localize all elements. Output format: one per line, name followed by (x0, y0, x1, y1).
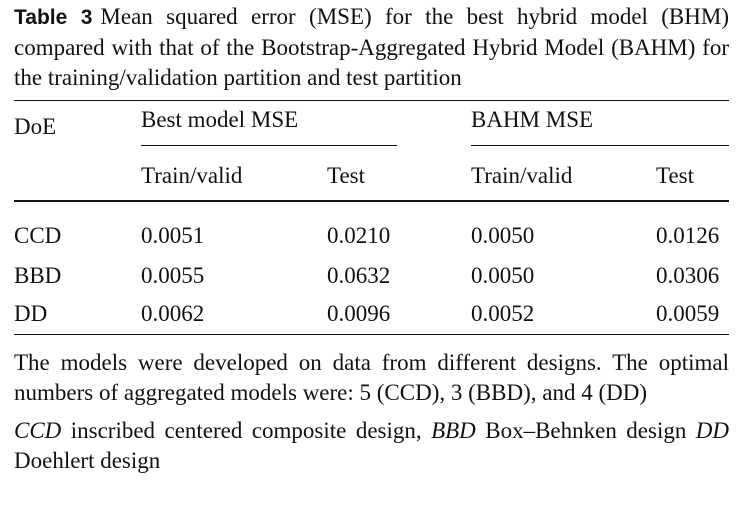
abbr-definition: Box–Behnken design (485, 418, 687, 443)
row-value: 0.0306 (656, 262, 720, 288)
notes-paragraph: The models were developed on data from d… (14, 350, 729, 405)
row-doe: DD (14, 294, 141, 335)
row-value: 0.0051 (141, 223, 205, 248)
row-value: 0.0062 (141, 294, 327, 335)
row-doe: BBD (14, 262, 62, 288)
row-value: 0.0055 (141, 262, 205, 288)
row-value: 0.0050 (471, 262, 535, 288)
table-page: Table 3 Mean squared error (MSE) for the … (14, 0, 729, 473)
header-group-best-model: Best model MSE (141, 100, 471, 153)
header-row-sub: Train/valid Test Train/valid Test (14, 152, 729, 202)
abbr-term: BBD (431, 418, 476, 443)
row-value: 0.0052 (471, 294, 656, 335)
header-blank (14, 152, 141, 202)
table-caption: Table 3 Mean squared error (MSE) for the … (14, 2, 729, 93)
table-row: DD 0.0062 0.0096 0.0052 0.0059 (14, 294, 729, 335)
group-best-model-label: Best model MSE (141, 107, 397, 147)
group-bahm-label: BAHM MSE (471, 107, 729, 147)
table-notes: The models were developed on data from d… (14, 348, 729, 484)
header-group-bahm: BAHM MSE (471, 100, 729, 153)
header-row-groups: DoE Best model MSE BAHM MSE (14, 100, 729, 153)
table-row: BBD 0.0055 0.0632 0.0050 0.0306 (14, 257, 729, 295)
header-test-2: Test (656, 152, 729, 202)
abbr-definition: Doehlert design (14, 448, 161, 473)
row-value: 0.0050 (471, 223, 535, 248)
row-value: 0.0210 (327, 223, 391, 248)
mse-table: DoE Best model MSE BAHM MSE Train/valid … (14, 100, 729, 335)
row-value: 0.0059 (656, 294, 729, 335)
header-train-valid-1: Train/valid (141, 152, 327, 202)
abbr-term: CCD (14, 418, 62, 443)
abbreviations-footnote: CCD inscribed centered composite design,… (14, 416, 729, 476)
abbr-term: DD (695, 418, 730, 443)
row-value: 0.0632 (327, 262, 391, 288)
header-doe: DoE (14, 100, 141, 153)
table-row: CCD 0.0051 0.0210 0.0050 0.0126 (14, 201, 729, 257)
row-value: 0.0096 (327, 294, 471, 335)
header-test-1: Test (327, 152, 471, 202)
row-doe: CCD (14, 223, 62, 248)
abbr-definition: inscribed centered composite design, (70, 418, 422, 443)
header-train-valid-2: Train/valid (471, 152, 656, 202)
caption-text: Mean squared error (MSE) for the best hy… (14, 4, 729, 90)
row-value: 0.0126 (656, 223, 720, 248)
table-label: Table 3 (14, 6, 93, 29)
